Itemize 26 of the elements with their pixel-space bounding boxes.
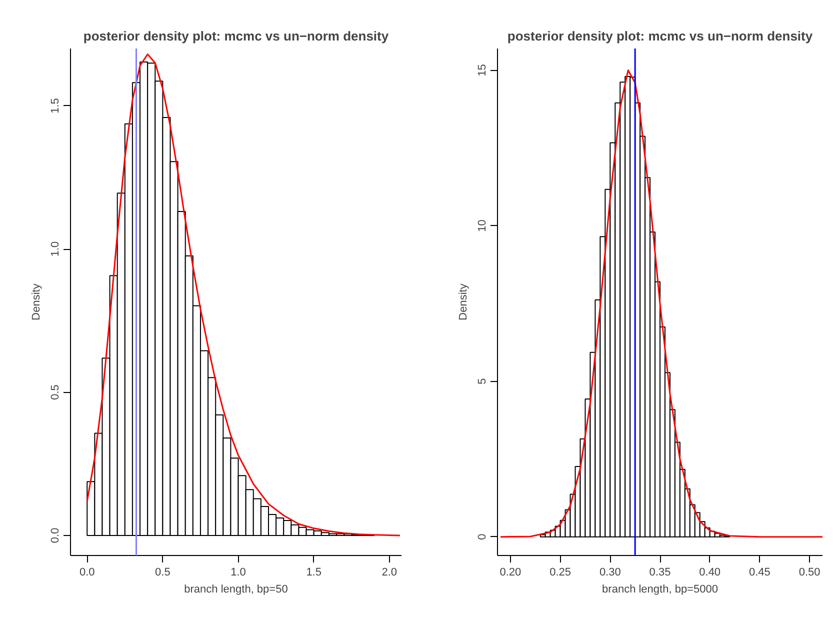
x-axis-title: branch length, bp=50 xyxy=(184,584,288,596)
x-tick-label: 0.40 xyxy=(699,566,721,578)
x-tick-label: 0.45 xyxy=(748,566,770,578)
x-tick-label: 2.0 xyxy=(382,566,398,578)
y-tick-label: 15 xyxy=(476,64,488,76)
x-tick-label: 0.35 xyxy=(649,566,671,578)
y-tick-label: 1.5 xyxy=(50,98,62,114)
x-tick-label: 0.30 xyxy=(599,566,621,578)
x-tick-label: 0.25 xyxy=(550,566,572,578)
y-tick-label: 1.0 xyxy=(50,241,62,257)
y-tick-label: 0.0 xyxy=(50,528,62,544)
y-tick-label: 0.5 xyxy=(50,384,62,400)
y-tick-label: 0 xyxy=(476,534,488,540)
x-tick-label: 0.0 xyxy=(79,566,95,578)
x-axis-title: branch length, bp=5000 xyxy=(602,584,718,596)
y-tick-label: 10 xyxy=(476,220,488,232)
y-axis-title: Density xyxy=(458,283,470,320)
chart-title: posterior density plot: mcmc vs un−norm density xyxy=(507,28,814,44)
y-axis-title: Density xyxy=(30,283,42,320)
x-tick-label: 1.5 xyxy=(306,566,322,578)
x-tick-label: 0.20 xyxy=(500,566,522,578)
x-tick-label: 0.5 xyxy=(155,566,170,578)
chart-title: posterior density plot: mcmc vs un−norm density xyxy=(83,28,390,44)
x-tick-label: 0.50 xyxy=(798,566,820,578)
x-tick-label: 1.0 xyxy=(230,566,246,578)
y-tick-label: 5 xyxy=(476,378,488,384)
